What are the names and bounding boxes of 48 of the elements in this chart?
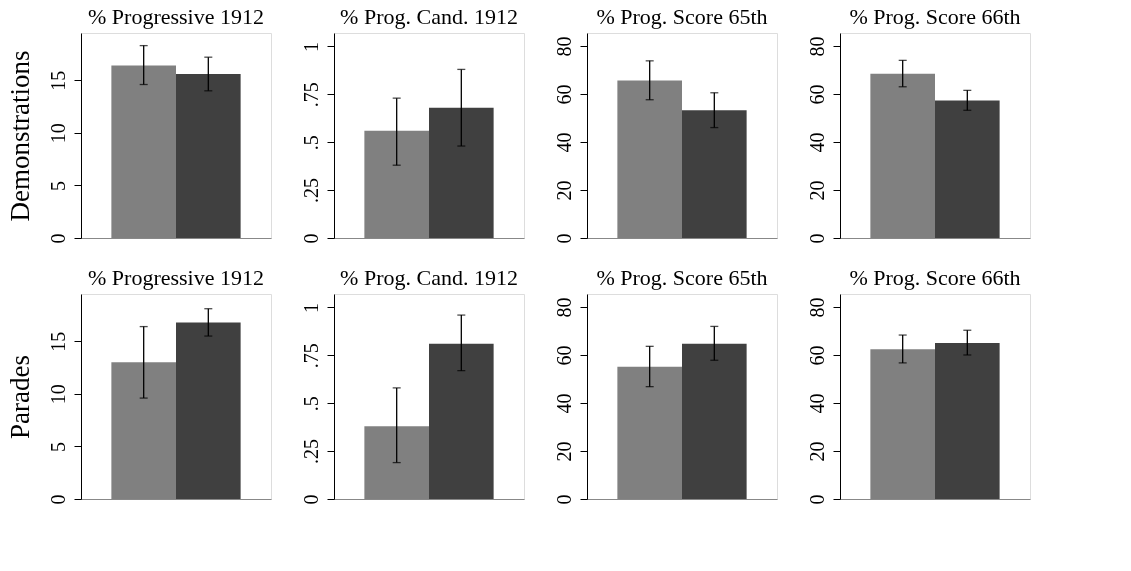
y-tick-label: .5 <box>299 135 322 151</box>
y-tick-label: 0 <box>805 233 828 244</box>
y-tick-label: 10 <box>46 384 69 405</box>
y-tick-label: 5 <box>46 441 69 452</box>
y-tick-label: 1 <box>299 302 322 313</box>
y-tick-label: 60 <box>552 84 575 105</box>
y-tick-label: 60 <box>805 84 828 105</box>
chart-title: % Prog. Score 66th <box>849 4 1021 29</box>
chart-title: % Prog. Cand. 1912 <box>340 4 518 29</box>
y-tick-label: 80 <box>552 297 575 318</box>
y-tick-label: 40 <box>552 132 575 153</box>
y-tick-label: .75 <box>299 82 322 108</box>
chart-title: % Progressive 1912 <box>88 4 264 29</box>
y-tick-label: .5 <box>299 396 322 412</box>
y-axis-title: Parades <box>4 355 35 439</box>
y-tick-label: 0 <box>299 494 322 505</box>
chart-title: % Prog. Cand. 1912 <box>340 265 518 290</box>
y-tick-label: 15 <box>46 70 69 91</box>
y-tick-label: 0 <box>46 494 69 505</box>
y-axis-title: Demonstrations <box>4 50 35 222</box>
y-tick-label: 40 <box>805 393 828 414</box>
y-tick-label: 40 <box>805 132 828 153</box>
chart-title: % Prog. Score 65th <box>596 4 768 29</box>
y-tick-label: 80 <box>552 36 575 57</box>
y-tick-label: 20 <box>805 180 828 201</box>
y-tick-label: 40 <box>552 393 575 414</box>
y-tick-label: 5 <box>46 180 69 191</box>
y-tick-label: 0 <box>552 494 575 505</box>
y-tick-label: 80 <box>805 36 828 57</box>
y-tick-label: 60 <box>552 345 575 366</box>
y-tick-label: .25 <box>299 178 322 204</box>
y-tick-label: 15 <box>46 331 69 352</box>
y-tick-label: 0 <box>46 233 69 244</box>
y-tick-label: 20 <box>552 180 575 201</box>
y-tick-label: .25 <box>299 439 322 465</box>
y-tick-label: 0 <box>299 233 322 244</box>
y-tick-label: 1 <box>299 41 322 52</box>
y-tick-label: 0 <box>552 233 575 244</box>
chart-title: % Progressive 1912 <box>88 265 264 290</box>
y-tick-label: 0 <box>805 494 828 505</box>
y-tick-label: 10 <box>46 123 69 144</box>
y-tick-label: 20 <box>805 441 828 462</box>
y-tick-label: .75 <box>299 343 322 369</box>
chart-title: % Prog. Score 65th <box>596 265 768 290</box>
y-tick-label: 20 <box>552 441 575 462</box>
chart-title: % Prog. Score 66th <box>849 265 1021 290</box>
y-tick-label: 60 <box>805 345 828 366</box>
y-tick-label: 80 <box>805 297 828 318</box>
